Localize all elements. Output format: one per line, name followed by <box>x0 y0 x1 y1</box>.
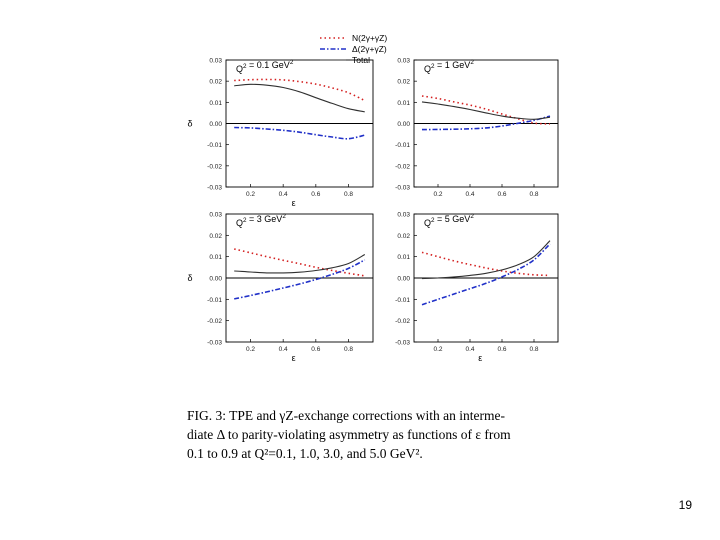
y-tick-label: -0.01 <box>207 297 222 304</box>
caption-line-1: FIG. 3: TPE and γZ-exchange corrections … <box>187 408 505 423</box>
y-tick-label: -0.03 <box>395 340 410 347</box>
legend-label-1: N(2γ+γZ) <box>352 33 387 43</box>
y-tick-label: -0.03 <box>207 340 222 347</box>
x-tick-label: 0.8 <box>344 346 353 353</box>
y-tick-label: 0.00 <box>209 121 222 128</box>
chart-panel-3: 0.03 0.02 0.01 0.00 -0.01 -0.02 -0.03 0.2 0.4 0.6… <box>187 212 374 363</box>
x-tick-label: 0.6 <box>311 346 320 353</box>
y-tick-label: 0.01 <box>397 100 410 107</box>
y-tick-label: 0.03 <box>397 58 410 65</box>
y-tick-label: -0.02 <box>207 163 222 170</box>
y-tick-label: 0.02 <box>397 233 410 240</box>
y-tick-label: -0.02 <box>207 318 222 325</box>
legend-label-2: Δ(2γ+γZ) <box>352 44 387 54</box>
series-line-total <box>421 240 551 280</box>
y-tick-label: 0.03 <box>209 58 222 65</box>
y-tick-label: -0.03 <box>207 185 222 192</box>
y-tick-label: 0.03 <box>209 212 222 219</box>
series-line--z- <box>421 243 551 306</box>
x-tick-label: 0.4 <box>465 346 474 353</box>
slide-number: 19 <box>678 498 692 512</box>
x-tick-label: 0.8 <box>529 191 538 198</box>
y-tick-label: 0.00 <box>397 121 410 128</box>
x-tick-label: 0.4 <box>279 346 288 353</box>
y-tick-label: 0.01 <box>397 254 410 261</box>
y-tick-label: 0.00 <box>397 276 410 283</box>
caption-line-3: 0.1 to 0.9 at Q²=0.1, 1.0, 3.0, and 5.0 … <box>187 446 423 461</box>
series-line--z- <box>234 259 366 300</box>
series-line--z- <box>234 126 365 140</box>
x-tick-label: 0.4 <box>465 191 474 198</box>
y-tick-label: 0.02 <box>209 79 222 86</box>
y-tick-label: 0.01 <box>209 100 222 107</box>
panel-title: Q2 = 1 GeV2 <box>424 59 474 74</box>
y-tick-label: -0.01 <box>207 142 222 149</box>
y-tick-label: -0.01 <box>395 142 410 149</box>
legend-label-3: Total <box>352 55 370 65</box>
y-tick-label: -0.01 <box>395 297 410 304</box>
x-tick-label: 0.6 <box>311 191 320 198</box>
y-tick-label: -0.03 <box>395 185 410 192</box>
y-tick-label: 0.02 <box>397 79 410 86</box>
x-tick-label: 0.8 <box>529 346 538 353</box>
panel-title: Q2 = 5 GeV2 <box>424 213 474 228</box>
x-axis-label: ε <box>292 198 296 208</box>
y-tick-label: 0.00 <box>209 276 222 283</box>
y-tick-label: -0.02 <box>395 318 410 325</box>
y-axis-label: δ <box>187 273 192 283</box>
panel-title: Q2 = 3 GeV2 <box>236 213 286 228</box>
y-tick-label: 0.03 <box>397 212 410 219</box>
x-tick-label: 0.2 <box>246 191 255 198</box>
figure-caption: FIG. 3: TPE and γZ-exchange corrections … <box>187 406 577 463</box>
x-tick-label: 0.8 <box>344 191 353 198</box>
x-tick-label: 0.2 <box>433 191 442 198</box>
x-tick-label: 0.2 <box>433 346 442 353</box>
series-line-n-z- <box>421 251 551 277</box>
y-axis-label: δ <box>187 119 192 129</box>
x-tick-label: 0.4 <box>279 191 288 198</box>
x-axis-label: ε <box>292 353 296 363</box>
series-line-total <box>421 101 551 120</box>
panel-title: Q2 = 0.1 GeV2 <box>236 59 294 74</box>
caption-line-2: diate Δ to parity-violating asymmetry as… <box>187 427 511 442</box>
series-line--z- <box>421 115 551 131</box>
x-axis-label: ε <box>478 353 482 363</box>
x-tick-label: 0.2 <box>246 346 255 353</box>
x-tick-label: 0.6 <box>497 191 506 198</box>
y-tick-label: -0.02 <box>395 163 410 170</box>
y-tick-label: 0.01 <box>209 254 222 261</box>
chart-panel-4: 0.03 0.02 0.01 0.00 -0.01 -0.02 -0.03 0.2 0.4 0.6… <box>395 212 559 363</box>
chart-panel-2: 0.03 0.02 0.01 0.00 -0.01 -0.02 -0.03 0.2 0.4 0.6… <box>395 58 559 198</box>
chart-panel-1: 0.03 0.02 0.01 0.00 -0.01 -0.02 -0.03 0.2 0.4 0.6… <box>187 58 374 208</box>
series-line-n-z- <box>234 78 366 102</box>
x-tick-label: 0.6 <box>497 346 506 353</box>
series-line-total <box>234 83 365 113</box>
series-line-total <box>234 254 366 274</box>
y-tick-label: 0.02 <box>209 233 222 240</box>
